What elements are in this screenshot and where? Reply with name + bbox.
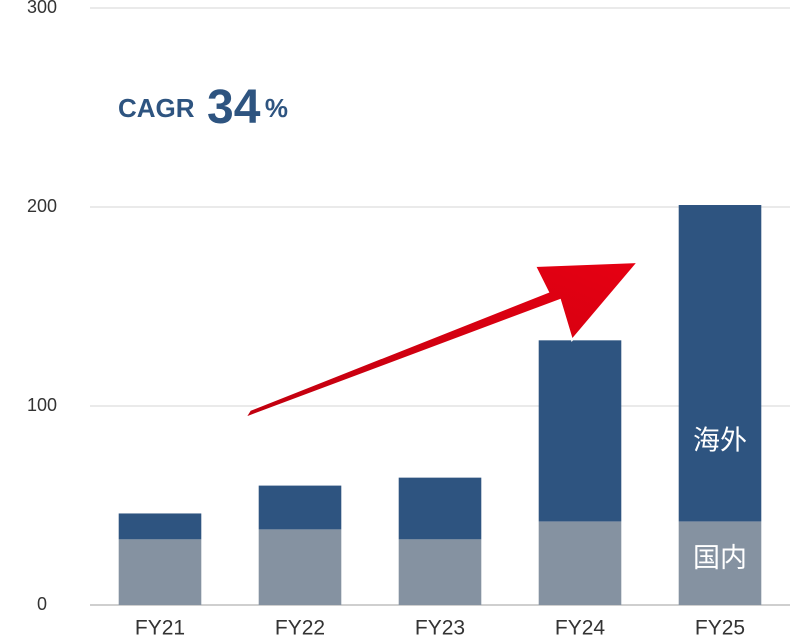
cagr-unit: % bbox=[265, 93, 288, 123]
y-tick-label: 200 bbox=[27, 196, 57, 216]
y-tick-label: 0 bbox=[37, 594, 47, 614]
bar-segment bbox=[398, 539, 482, 605]
bar-segment bbox=[538, 340, 622, 522]
cagr-annotation: CAGR 34 % bbox=[118, 81, 288, 134]
series-label: 海外 bbox=[693, 425, 747, 455]
x-tick-label: FY24 bbox=[555, 617, 606, 640]
y-tick-label: 300 bbox=[27, 0, 57, 17]
series-label: 国内 bbox=[693, 543, 747, 573]
x-tick-label: FY23 bbox=[415, 617, 465, 640]
cagr-label: CAGR bbox=[118, 93, 195, 123]
bar-segment bbox=[258, 485, 342, 530]
trend-arrow bbox=[242, 260, 641, 420]
bar-segment bbox=[118, 539, 202, 605]
cagr-value: 34 bbox=[207, 81, 261, 134]
bar-segment bbox=[258, 529, 342, 605]
bar-segment bbox=[678, 521, 762, 605]
x-tick-label: FY22 bbox=[275, 617, 325, 640]
x-tick-label: FY21 bbox=[135, 617, 185, 640]
y-tick-label: 100 bbox=[27, 395, 57, 415]
x-tick-label: FY25 bbox=[695, 617, 745, 640]
bar-segment bbox=[678, 205, 762, 522]
bar-segment bbox=[538, 521, 622, 605]
bar-segment bbox=[118, 513, 202, 540]
bar-segment bbox=[398, 477, 482, 540]
